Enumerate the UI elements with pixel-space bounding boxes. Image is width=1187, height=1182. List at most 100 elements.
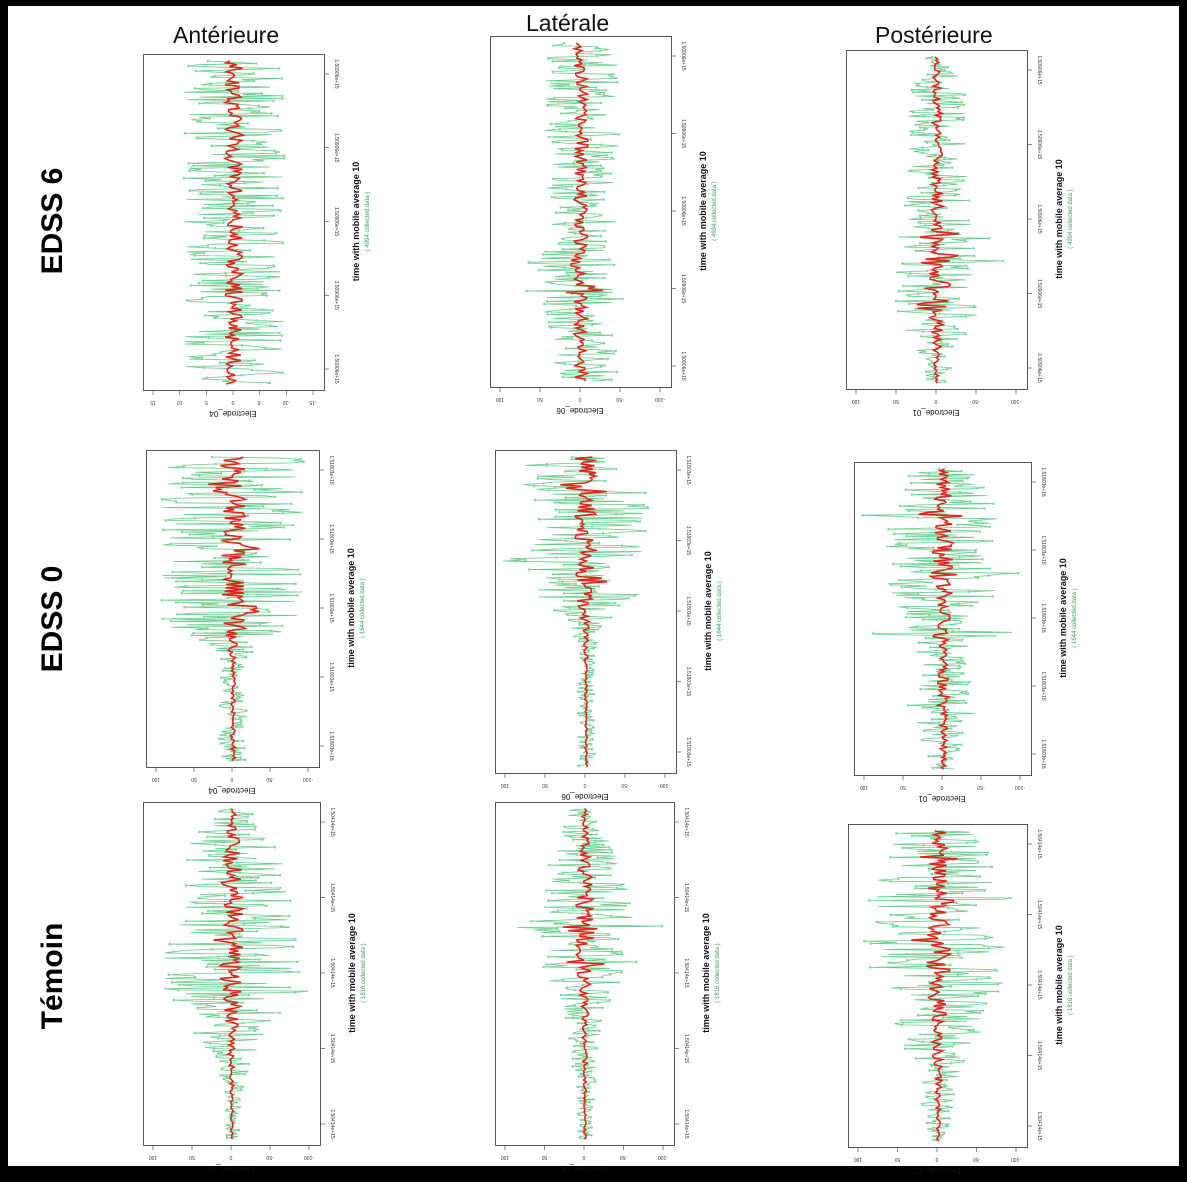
raw-signal-point <box>279 339 282 342</box>
raw-signal-point <box>193 975 197 979</box>
raw-signal-point <box>281 512 285 515</box>
raw-signal-point <box>959 927 963 931</box>
raw-signal-point <box>588 680 592 684</box>
amplitude-tick-label: 100 <box>152 776 161 782</box>
raw-signal-point <box>217 955 220 959</box>
raw-signal-point <box>180 486 183 489</box>
raw-signal-point <box>599 1019 603 1022</box>
raw-signal-point <box>216 1037 220 1040</box>
raw-signal-point <box>910 834 914 838</box>
raw-signal-point <box>953 622 957 626</box>
raw-signal-point <box>960 639 964 642</box>
raw-signal-point <box>950 345 954 348</box>
raw-signal-point <box>260 838 264 841</box>
raw-signal-point <box>590 1070 593 1073</box>
time-tick-label: 1.50414e+15 <box>329 883 335 913</box>
raw-signal-point <box>264 291 268 295</box>
raw-signal-point <box>256 876 260 880</box>
raw-signal-point <box>555 125 558 128</box>
raw-signal-point <box>912 915 915 919</box>
raw-signal-point <box>547 489 550 492</box>
raw-signal-point <box>996 982 999 986</box>
raw-signal-point <box>590 1126 593 1129</box>
raw-signal-point <box>226 1136 229 1139</box>
raw-signal-point <box>296 960 299 964</box>
raw-signal-point <box>181 481 185 485</box>
raw-signal-point <box>966 477 969 480</box>
raw-signal-point <box>918 214 922 217</box>
mobile-average-series <box>562 808 605 1140</box>
raw-signal-point <box>955 337 958 341</box>
chart-panel <box>848 824 1028 1148</box>
raw-signal-point <box>189 284 193 287</box>
raw-signal-point <box>170 620 173 623</box>
raw-signal-point <box>279 209 282 212</box>
time-axis-title: time with mobile average 10 <box>1054 925 1064 1045</box>
raw-signal-point <box>931 55 934 59</box>
raw-signal-point <box>910 493 914 496</box>
raw-signal-point <box>934 1035 938 1039</box>
time-tick-label: 1.50906e+15 <box>1036 130 1042 160</box>
raw-signal-point <box>918 242 922 245</box>
raw-signal-point <box>924 370 928 374</box>
raw-signal-point <box>944 206 948 210</box>
raw-signal-point <box>914 307 917 311</box>
raw-signal-point <box>592 940 596 943</box>
raw-signal-point <box>924 636 927 640</box>
raw-signal-point <box>604 88 608 92</box>
raw-signal-point <box>889 913 892 917</box>
raw-signal-point <box>964 690 968 693</box>
raw-signal-point <box>898 541 901 545</box>
raw-signal-point <box>236 89 240 93</box>
raw-signal-point <box>901 262 904 265</box>
raw-signal-point <box>942 163 945 167</box>
raw-signal-point <box>948 1117 951 1120</box>
raw-signal-point <box>291 945 294 948</box>
chart-panel <box>490 36 672 388</box>
raw-signal-point <box>221 730 225 733</box>
raw-signal-point <box>241 739 245 743</box>
raw-signal-point <box>578 637 581 641</box>
raw-signal-point <box>947 750 951 753</box>
raw-signal-point <box>250 650 254 654</box>
raw-signal-point <box>281 196 284 200</box>
raw-signal-point <box>209 866 212 869</box>
raw-signal-point <box>566 613 569 617</box>
raw-signal-point <box>955 908 959 912</box>
raw-signal-point <box>587 823 591 826</box>
raw-signal-point <box>267 276 271 280</box>
raw-signal-point <box>214 843 217 846</box>
raw-signal-point <box>272 509 275 513</box>
raw-signal-point <box>591 738 594 741</box>
raw-signal-point <box>617 133 620 136</box>
raw-signal-point <box>561 148 564 152</box>
collected-data-note: ( 4994 collected data ) <box>712 181 718 240</box>
raw-signal-point <box>977 1030 980 1034</box>
raw-signal-point <box>220 1067 223 1071</box>
raw-signal-point <box>918 126 922 129</box>
raw-signal-point <box>959 657 963 661</box>
amplitude-tick-label: -100 <box>1015 784 1025 790</box>
eeg-trace-plot <box>160 455 305 762</box>
raw-signal-point <box>624 904 627 908</box>
time-tick-label: 1.51803e+15 <box>1040 739 1046 769</box>
time-tick-label: 1.51803e+15 <box>328 524 334 554</box>
time-tick-label: 1.51803e+15 <box>328 662 334 692</box>
raw-signal-point <box>910 88 913 91</box>
raw-signal-point <box>974 903 978 907</box>
raw-signal-point <box>227 596 230 600</box>
raw-signal-point <box>298 573 302 576</box>
time-tick-label: 1.50906e+15 <box>1036 204 1042 234</box>
raw-signal-point <box>238 1098 241 1101</box>
raw-signal-point <box>579 683 582 686</box>
raw-signal-point <box>206 627 209 630</box>
raw-signal-point <box>177 988 180 992</box>
raw-signal-point <box>610 848 613 852</box>
raw-signal-point <box>246 201 249 205</box>
raw-signal-point <box>957 297 961 300</box>
raw-signal-point <box>203 216 206 220</box>
raw-signal-point <box>900 1023 904 1027</box>
raw-signal-point <box>899 565 903 568</box>
raw-signal-point <box>897 877 900 881</box>
raw-signal-point <box>580 644 584 648</box>
